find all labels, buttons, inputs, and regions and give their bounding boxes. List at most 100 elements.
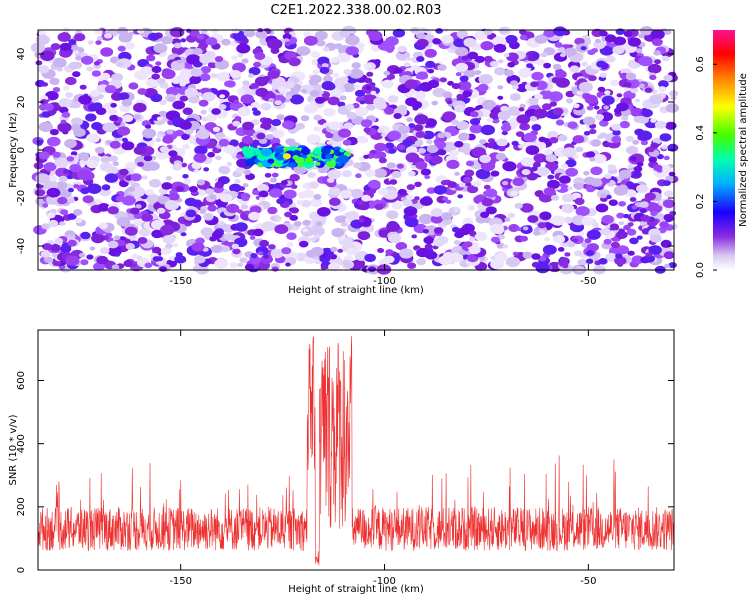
heatmap-cell bbox=[501, 124, 512, 132]
heatmap-cell bbox=[647, 147, 655, 153]
heatmap-cell bbox=[182, 144, 190, 150]
heatmap-cell bbox=[111, 264, 120, 270]
x-tick-label: -50 bbox=[580, 276, 596, 287]
heatmap-cell bbox=[242, 121, 255, 131]
heatmap-cell bbox=[282, 33, 292, 40]
heatmap-cell bbox=[527, 215, 539, 223]
heatmap-cell bbox=[226, 162, 233, 167]
heatmap-cell bbox=[509, 93, 521, 101]
heatmap-cell bbox=[86, 66, 94, 72]
colorbar-ticks: 0.0 0.2 0.4 0.6 bbox=[695, 56, 717, 278]
heatmap-cell bbox=[457, 80, 472, 91]
heatmap-cell bbox=[519, 235, 529, 242]
heatmap-cell bbox=[365, 104, 376, 111]
heatmap-cell bbox=[561, 203, 575, 214]
heatmap-cell bbox=[393, 67, 403, 74]
heatmap-cell bbox=[115, 195, 125, 202]
heatmap-cell bbox=[405, 146, 418, 155]
heatmap-cell bbox=[50, 244, 61, 252]
signal-cell bbox=[297, 162, 304, 168]
heatmap-cell bbox=[179, 81, 187, 87]
heatmap-cell bbox=[95, 40, 102, 45]
heatmap-cell bbox=[654, 59, 661, 65]
heatmap-cell bbox=[388, 233, 402, 244]
heatmap-cell bbox=[271, 172, 279, 178]
heatmap-cell bbox=[577, 259, 588, 266]
heatmap-cell bbox=[38, 151, 50, 160]
heatmap-cell bbox=[117, 45, 126, 52]
heatmap-cell bbox=[301, 200, 312, 208]
heatmap-cell bbox=[104, 173, 119, 183]
heatmap-cell bbox=[233, 99, 240, 104]
heatmap-cell bbox=[621, 115, 629, 121]
heatmap-cell bbox=[144, 262, 153, 269]
heatmap-cell bbox=[505, 34, 518, 44]
heatmap-cell bbox=[210, 245, 223, 253]
heatmap-cell bbox=[423, 236, 435, 245]
heatmap-cell bbox=[268, 98, 275, 103]
heatmap-cell bbox=[637, 130, 652, 141]
heatmap-cell bbox=[500, 105, 509, 112]
heatmap-cell bbox=[329, 197, 341, 206]
heatmap-cell bbox=[80, 231, 91, 240]
heatmap-cell bbox=[102, 122, 117, 133]
heatmap-cell bbox=[212, 126, 221, 132]
heatmap-cell bbox=[381, 79, 394, 89]
heatmap-cell bbox=[265, 134, 274, 140]
heatmap-cell bbox=[603, 238, 612, 245]
heatmap-cell bbox=[351, 62, 361, 69]
heatmap-cell bbox=[147, 32, 160, 41]
heatmap-cell bbox=[400, 251, 410, 258]
heatmap-cell bbox=[593, 105, 600, 110]
heatmap-cell bbox=[211, 28, 219, 34]
heatmap-cell bbox=[519, 122, 530, 131]
heatmap-cell bbox=[118, 180, 129, 188]
heatmap-cell bbox=[64, 138, 77, 149]
heatmap-cell bbox=[257, 183, 269, 193]
heatmap-cell bbox=[250, 253, 258, 259]
heatmap-cell bbox=[68, 39, 77, 45]
heatmap-cell bbox=[302, 219, 311, 226]
spectrogram-ticks: -150 -100 -50 -40 -20 0 20 40 bbox=[16, 30, 674, 287]
heatmap-cell bbox=[497, 95, 504, 100]
heatmap-cell bbox=[455, 62, 469, 72]
heatmap-cell bbox=[232, 248, 241, 255]
heatmap-cell bbox=[232, 62, 246, 73]
heatmap-cell bbox=[538, 256, 547, 262]
heatmap-cell bbox=[40, 99, 49, 105]
heatmap-cell bbox=[285, 94, 292, 100]
heatmap-cell bbox=[474, 231, 488, 241]
heatmap-cell bbox=[599, 30, 608, 37]
heatmap-cell bbox=[481, 198, 494, 207]
heatmap-cell bbox=[260, 122, 272, 131]
heatmap-cell bbox=[588, 75, 597, 82]
heatmap-cell bbox=[236, 43, 251, 54]
heatmap-cell bbox=[625, 135, 635, 142]
heatmap-cell bbox=[567, 121, 578, 129]
signal-cell bbox=[292, 155, 299, 160]
heatmap-cell bbox=[670, 95, 677, 101]
heatmap-cell bbox=[258, 197, 265, 202]
heatmap-cell bbox=[522, 226, 529, 231]
heatmap-cell bbox=[345, 35, 360, 46]
heatmap-cell bbox=[309, 89, 320, 98]
heatmap-cell bbox=[616, 102, 629, 112]
heatmap-cell bbox=[654, 120, 667, 129]
heatmap-cell bbox=[57, 67, 63, 72]
heatmap-cell bbox=[190, 68, 203, 77]
heatmap-cell bbox=[583, 171, 590, 176]
heatmap-cell bbox=[411, 234, 418, 239]
heatmap-cell bbox=[86, 254, 94, 260]
heatmap-cell bbox=[59, 48, 72, 58]
heatmap-cell bbox=[339, 95, 347, 101]
heatmap-cell bbox=[427, 68, 435, 74]
heatmap-cell bbox=[80, 187, 90, 195]
heatmap-cell bbox=[585, 151, 596, 158]
heatmap-cell bbox=[315, 39, 326, 47]
heatmap-cell bbox=[215, 155, 222, 161]
heatmap-cell bbox=[567, 241, 576, 248]
heatmap-cell bbox=[59, 189, 72, 198]
heatmap-cell bbox=[573, 177, 585, 186]
heatmap-cell bbox=[404, 217, 419, 228]
heatmap-cell bbox=[384, 107, 395, 115]
